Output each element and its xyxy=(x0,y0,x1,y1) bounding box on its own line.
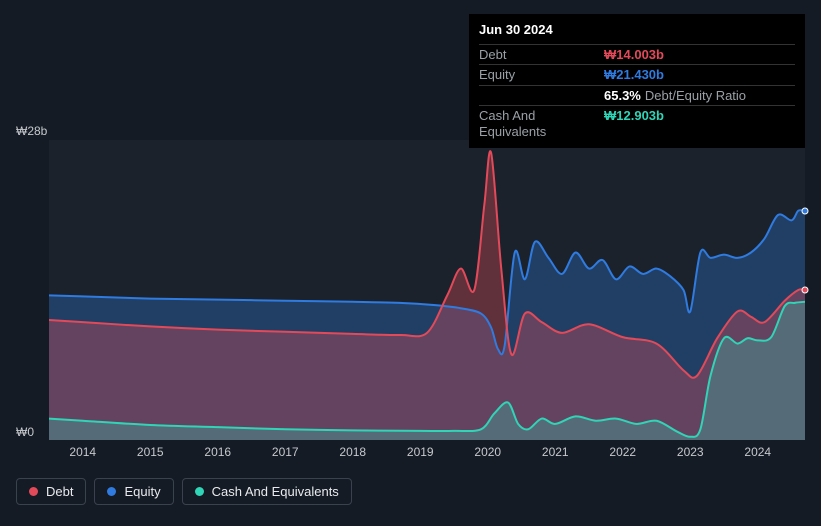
x-tick: 2024 xyxy=(744,445,771,459)
tooltip-row: Equity₩21.430b xyxy=(479,64,795,85)
tooltip-value: ₩14.003b xyxy=(604,47,664,63)
x-tick: 2017 xyxy=(272,445,299,459)
legend-label: Debt xyxy=(46,484,73,499)
legend-dot xyxy=(195,487,204,496)
x-tick: 2020 xyxy=(474,445,501,459)
tooltip-label: Equity xyxy=(479,67,604,83)
debt-end-marker xyxy=(802,287,809,294)
x-tick: 2015 xyxy=(137,445,164,459)
chart-tooltip: Jun 30 2024 Debt₩14.003bEquity₩21.430b65… xyxy=(469,14,805,148)
x-tick: 2014 xyxy=(69,445,96,459)
tooltip-label: Debt xyxy=(479,47,604,63)
tooltip-date: Jun 30 2024 xyxy=(479,20,795,44)
x-tick: 2021 xyxy=(542,445,569,459)
x-axis: 2014 2015 2016 2017 2018 2019 2020 2021 2022 2023… xyxy=(49,445,805,461)
tooltip-row: Debt₩14.003b xyxy=(479,44,795,65)
chart-legend: Debt Equity Cash And Equivalents xyxy=(16,478,352,505)
tooltip-label: Cash And Equivalents xyxy=(479,108,604,139)
tooltip-label xyxy=(479,88,604,104)
tooltip-row: Cash And Equivalents₩12.903b xyxy=(479,105,795,141)
y-axis-max-label: ₩28b xyxy=(16,124,48,138)
x-tick: 2023 xyxy=(677,445,704,459)
y-axis-min-label: ₩0 xyxy=(16,425,48,439)
chart-plot-area[interactable] xyxy=(49,140,805,440)
tooltip-value: ₩21.430b xyxy=(604,67,664,83)
legend-dot xyxy=(107,487,116,496)
legend-dot xyxy=(29,487,38,496)
financials-chart: Jun 30 2024 Debt₩14.003bEquity₩21.430b65… xyxy=(16,0,805,510)
x-tick: 2018 xyxy=(339,445,366,459)
legend-label: Cash And Equivalents xyxy=(212,484,339,499)
chart-svg xyxy=(49,140,805,440)
tooltip-value: 65.3%Debt/Equity Ratio xyxy=(604,88,746,104)
legend-item-equity[interactable]: Equity xyxy=(94,478,173,505)
tooltip-value: ₩12.903b xyxy=(604,108,664,139)
x-tick: 2016 xyxy=(204,445,231,459)
legend-item-debt[interactable]: Debt xyxy=(16,478,86,505)
debt-area xyxy=(49,151,805,440)
equity-end-marker xyxy=(802,207,809,214)
tooltip-row: 65.3%Debt/Equity Ratio xyxy=(479,85,795,106)
legend-item-cash-and-equivalents[interactable]: Cash And Equivalents xyxy=(182,478,352,505)
x-tick: 2022 xyxy=(609,445,636,459)
x-tick: 2019 xyxy=(407,445,434,459)
legend-label: Equity xyxy=(124,484,160,499)
